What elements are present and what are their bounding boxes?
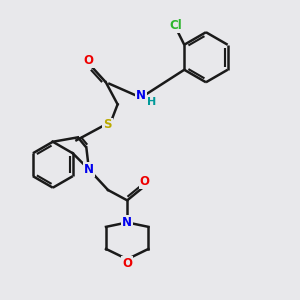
Text: N: N: [122, 216, 132, 229]
Text: S: S: [103, 118, 112, 131]
Text: H: H: [147, 97, 156, 107]
Text: O: O: [122, 257, 132, 270]
Text: N: N: [136, 89, 146, 102]
Text: N: N: [84, 163, 94, 176]
Text: Cl: Cl: [169, 19, 182, 32]
Text: O: O: [84, 54, 94, 67]
Text: O: O: [140, 175, 150, 188]
